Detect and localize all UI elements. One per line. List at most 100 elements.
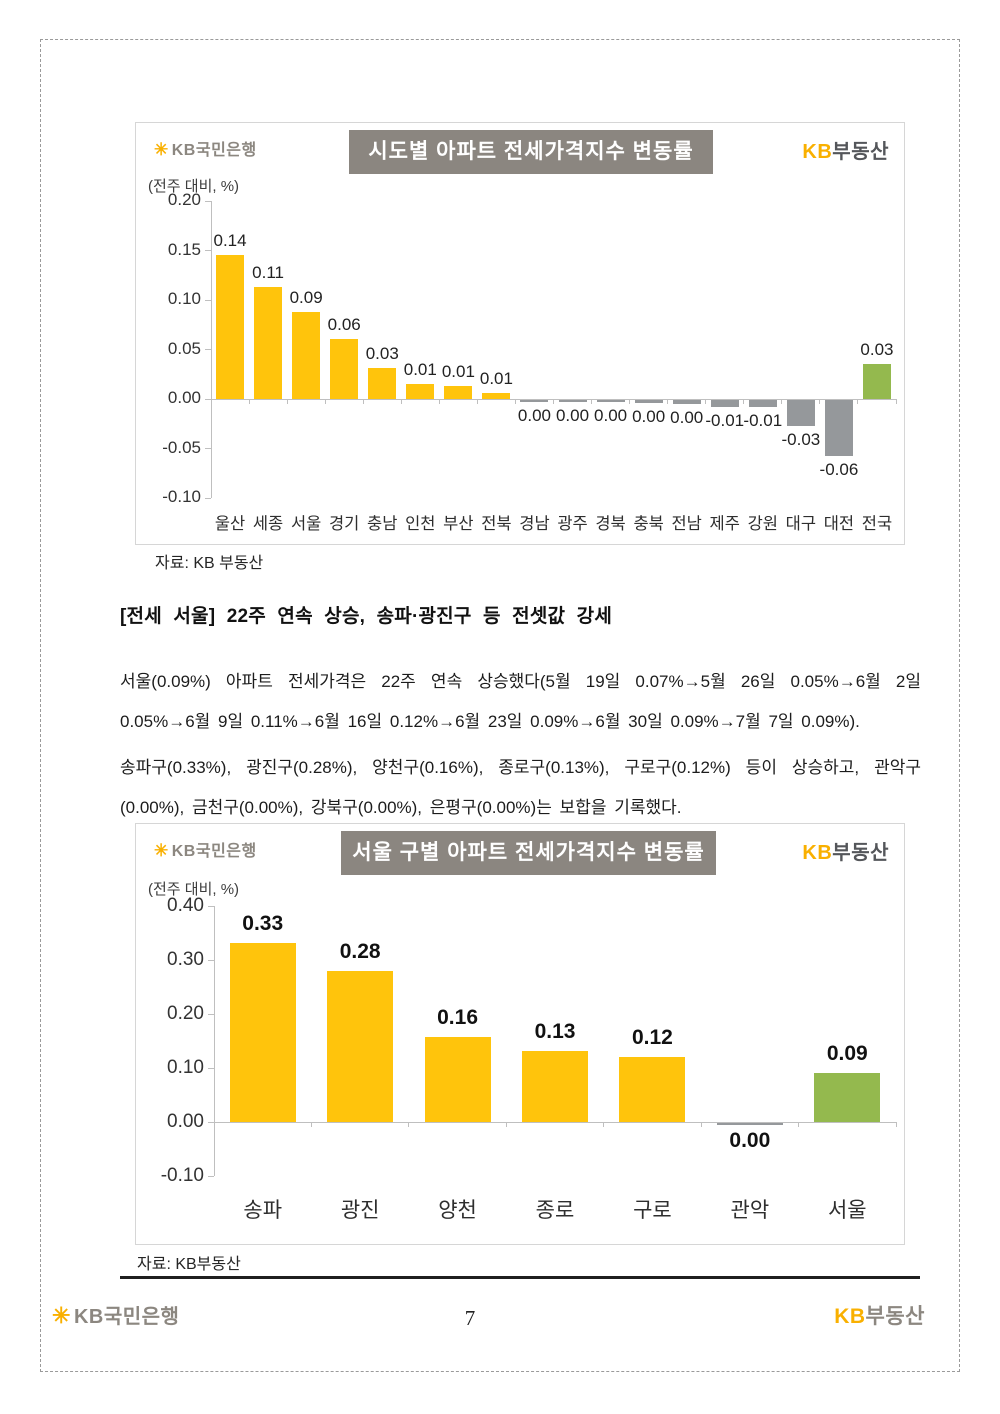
x-axis-tick: [553, 399, 554, 404]
y-tick-label: 0.00: [167, 388, 201, 407]
bar: [254, 287, 283, 399]
bar-value-label: 0.33: [242, 911, 284, 935]
x-axis-tick: [819, 399, 821, 404]
kb-bank-logo: ✳ KB국민은행: [154, 136, 257, 160]
y-tick-label: 0.15: [167, 239, 201, 259]
page-number: 7: [464, 1306, 476, 1330]
x-axis-tick: [505, 1122, 507, 1127]
bar-value-label: 0.03: [860, 340, 894, 360]
y-axis-tick: [205, 497, 211, 499]
x-axis-tick: [743, 399, 745, 404]
bar-value-label: 0.01: [441, 362, 475, 382]
chart1-container: ✳ KB국민은행 시도별 아파트 전세가격지수 변동률 KB부동산 (전주 대비,…: [135, 122, 905, 545]
bar-value-label: -0.01: [705, 410, 745, 430]
y-axis-tick: [208, 959, 214, 961]
x-axis-tick: [629, 399, 631, 404]
bar-value-label: -0.03: [781, 429, 821, 449]
bar: [814, 1073, 881, 1122]
x-category-label: 충북: [633, 515, 664, 533]
zero-axis-line: [214, 1121, 896, 1123]
y-axis-tick: [208, 1175, 214, 1177]
x-category-label: 대구: [785, 515, 817, 533]
y-axis-tick: [208, 1013, 214, 1015]
x-axis-tick: [286, 399, 288, 404]
x-axis-tick: [705, 399, 707, 404]
x-axis-tick: [667, 399, 669, 404]
x-axis-tick: [700, 1122, 702, 1127]
bar-value-label: 0.03: [365, 344, 399, 364]
footer-kb-realty-logo-kb: KB: [834, 1305, 866, 1328]
y-axis-tick: [205, 349, 211, 350]
footer-kb-bank-logo: ✳ KB국민은행: [52, 1300, 179, 1329]
bar: [596, 400, 625, 402]
x-category-label: 광진: [340, 1199, 380, 1222]
chart2-unit-label: (전주 대비, %): [148, 881, 240, 898]
x-axis-tick: [591, 399, 593, 404]
y-axis-line: [211, 201, 212, 498]
chart1-source: 자료: KB 부동산: [155, 555, 264, 572]
bar-value-label: 0.00: [729, 1129, 771, 1152]
bar: [368, 368, 397, 399]
bar: [520, 400, 549, 402]
y-axis-tick: [205, 398, 211, 400]
bar-value-label: 0.00: [517, 406, 552, 425]
bar-value-label: -0.06: [819, 460, 859, 480]
y-tick-label: 0.20: [167, 1003, 204, 1024]
footer-kb-realty-logo: KB부동산: [834, 1300, 925, 1330]
body-paragraph-1: 서울(0.09%) 아파트 전세가격은 22주 연속 상승했다(5월 19일 0…: [120, 672, 921, 731]
y-tick-label: 0.00: [167, 1111, 204, 1132]
x-axis-tick: [895, 399, 897, 404]
x-axis-tick: [798, 1122, 800, 1127]
y-tick-label: 0.40: [167, 895, 204, 916]
bar: [424, 1036, 491, 1122]
x-category-label: 종로: [535, 1199, 575, 1222]
bar: [558, 400, 587, 402]
footer-kb-bank-logo-text: KB국민은행: [73, 1306, 180, 1328]
kb-realty-logo: KB부동산: [802, 135, 889, 164]
bar: [634, 400, 663, 403]
kb-realty-logo: KB부동산: [802, 836, 889, 865]
x-category-label: 제주: [709, 515, 740, 533]
y-axis-tick: [205, 299, 211, 301]
x-axis-tick: [400, 399, 402, 404]
x-category-label: 전북: [481, 515, 512, 533]
bar: [748, 400, 777, 407]
bar: [229, 942, 296, 1122]
bar-value-label: 0.00: [555, 406, 590, 425]
x-axis-tick: [213, 1122, 215, 1127]
y-axis-tick: [205, 250, 211, 251]
bar: [522, 1051, 588, 1122]
bar-value-label: 0.09: [289, 287, 323, 307]
x-axis-tick: [476, 399, 478, 404]
x-axis-tick: [248, 399, 250, 404]
x-category-label: 구로: [633, 1199, 672, 1222]
y-tick-label: 0.10: [167, 289, 201, 308]
y-tick-label: -0.10: [160, 1165, 204, 1186]
bar: [292, 311, 321, 399]
x-category-label: 송파: [243, 1199, 283, 1222]
x-axis-tick: [514, 399, 516, 404]
page-border: [40, 39, 960, 1372]
bar-value-label: 0.06: [327, 314, 361, 334]
kb-star-icon: ✳: [154, 841, 169, 860]
x-category-label: 인천: [405, 515, 436, 533]
x-category-label: 대전: [823, 515, 855, 533]
x-axis-tick: [857, 399, 859, 404]
bar-value-label: 0.00: [632, 406, 666, 426]
y-tick-label: -0.10: [162, 487, 201, 506]
bar-value-label: 0.11: [252, 263, 284, 283]
bar: [482, 393, 511, 399]
y-tick-label: 0.20: [167, 190, 201, 209]
x-category-label: 경기: [328, 515, 360, 533]
section-heading: [전세 서울] 22주 연속 상승, 송파·광진구 등 전셋값 강세: [120, 606, 613, 627]
bar-value-label: 0.12: [631, 1026, 673, 1050]
bar-value-label: 0.01: [403, 360, 437, 380]
bar: [406, 384, 435, 399]
x-category-label: 전국: [861, 515, 893, 533]
bar: [786, 400, 815, 426]
y-axis-tick: [205, 448, 211, 449]
x-category-label: 서울: [290, 515, 322, 533]
y-axis-line: [214, 906, 215, 1176]
kb-realty-logo-text: 부동산: [832, 141, 889, 163]
bar-value-label: 0.09: [826, 1042, 868, 1066]
